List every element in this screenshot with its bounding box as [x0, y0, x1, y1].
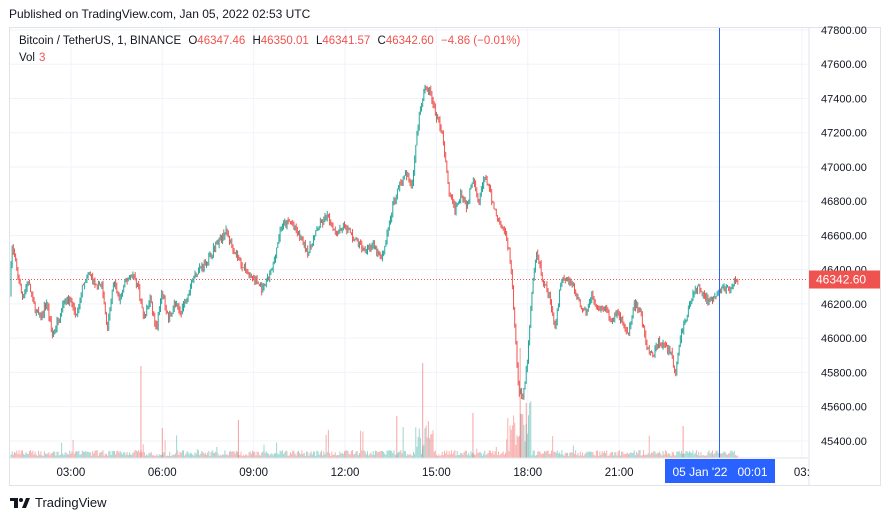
footer: TradingView: [10, 495, 107, 510]
svg-text:05 Jan '22 00:01: 05 Jan '22 00:01: [672, 465, 767, 479]
grid: [10, 28, 808, 458]
low-label: L: [315, 35, 323, 47]
time-axis[interactable]: 03:00 06:00 09:00 12:00 15:00 18:00 21:00 03:: [10, 457, 810, 479]
time-tick-label: 12:00: [331, 467, 360, 479]
high-label: H: [252, 35, 261, 47]
price-tick-label: 47200.00: [821, 128, 867, 140]
open-label: O: [188, 35, 198, 47]
price-tick-label: 47400.00: [821, 93, 867, 105]
price-tick-label: 45400.00: [821, 436, 867, 448]
time-tick-label: 03:: [794, 467, 810, 479]
svg-text:46342.60: 46342.60: [816, 273, 866, 287]
price-axis[interactable]: 47800.00 47600.00 47400.00 47200.00 47000.00…: [808, 25, 867, 485]
time-tick-label: 06:00: [148, 467, 177, 479]
footer-brand[interactable]: TradingView: [35, 495, 107, 510]
ohlc-legend: Bitcoin / TetherUS, 1, BINANCE O46347.46…: [19, 35, 520, 47]
time-tick-label: 03:00: [57, 467, 86, 479]
close-value: 46342.60: [385, 35, 434, 47]
price-tick-label: 45600.00: [821, 402, 867, 414]
volume-bars: [10, 348, 739, 458]
price-tick-label: 46200.00: [821, 299, 867, 311]
change-value: −4.86 (−0.01%): [441, 35, 521, 47]
crosshair-time-label: 05 Jan '22 00:01: [665, 459, 775, 483]
price-tick-label: 47800.00: [821, 25, 867, 37]
price-tick-label: 47000.00: [821, 162, 867, 174]
price-tick-label: 46800.00: [821, 196, 867, 208]
high-value: 46350.01: [260, 35, 309, 47]
price-tick-label: 47600.00: [821, 59, 867, 71]
candlestick-series: [10, 84, 739, 400]
last-price-label: 46342.60: [809, 270, 880, 289]
time-tick-label: 15:00: [422, 467, 451, 479]
low-value: 46341.57: [322, 35, 371, 47]
open-value: 46347.46: [197, 35, 246, 47]
volume-legend: Vol 3: [19, 52, 45, 64]
time-tick-label: 18:00: [513, 467, 542, 479]
price-tick-label: 46000.00: [821, 333, 867, 345]
symbol-title[interactable]: Bitcoin / TetherUS, 1, BINANCE: [19, 35, 182, 47]
published-caption: Published on TradingView.com, Jan 05, 20…: [9, 7, 311, 21]
tradingview-logo-icon: [10, 497, 30, 508]
volume-value: 3: [39, 52, 46, 64]
price-tick-label: 46600.00: [821, 230, 867, 242]
chart-frame[interactable]: [9, 27, 881, 486]
close-label: C: [377, 35, 386, 47]
volume-label[interactable]: Vol: [19, 52, 35, 64]
price-tick-label: 45800.00: [821, 367, 867, 379]
time-tick-label: 21:00: [605, 467, 634, 479]
time-tick-label: 09:00: [239, 467, 268, 479]
